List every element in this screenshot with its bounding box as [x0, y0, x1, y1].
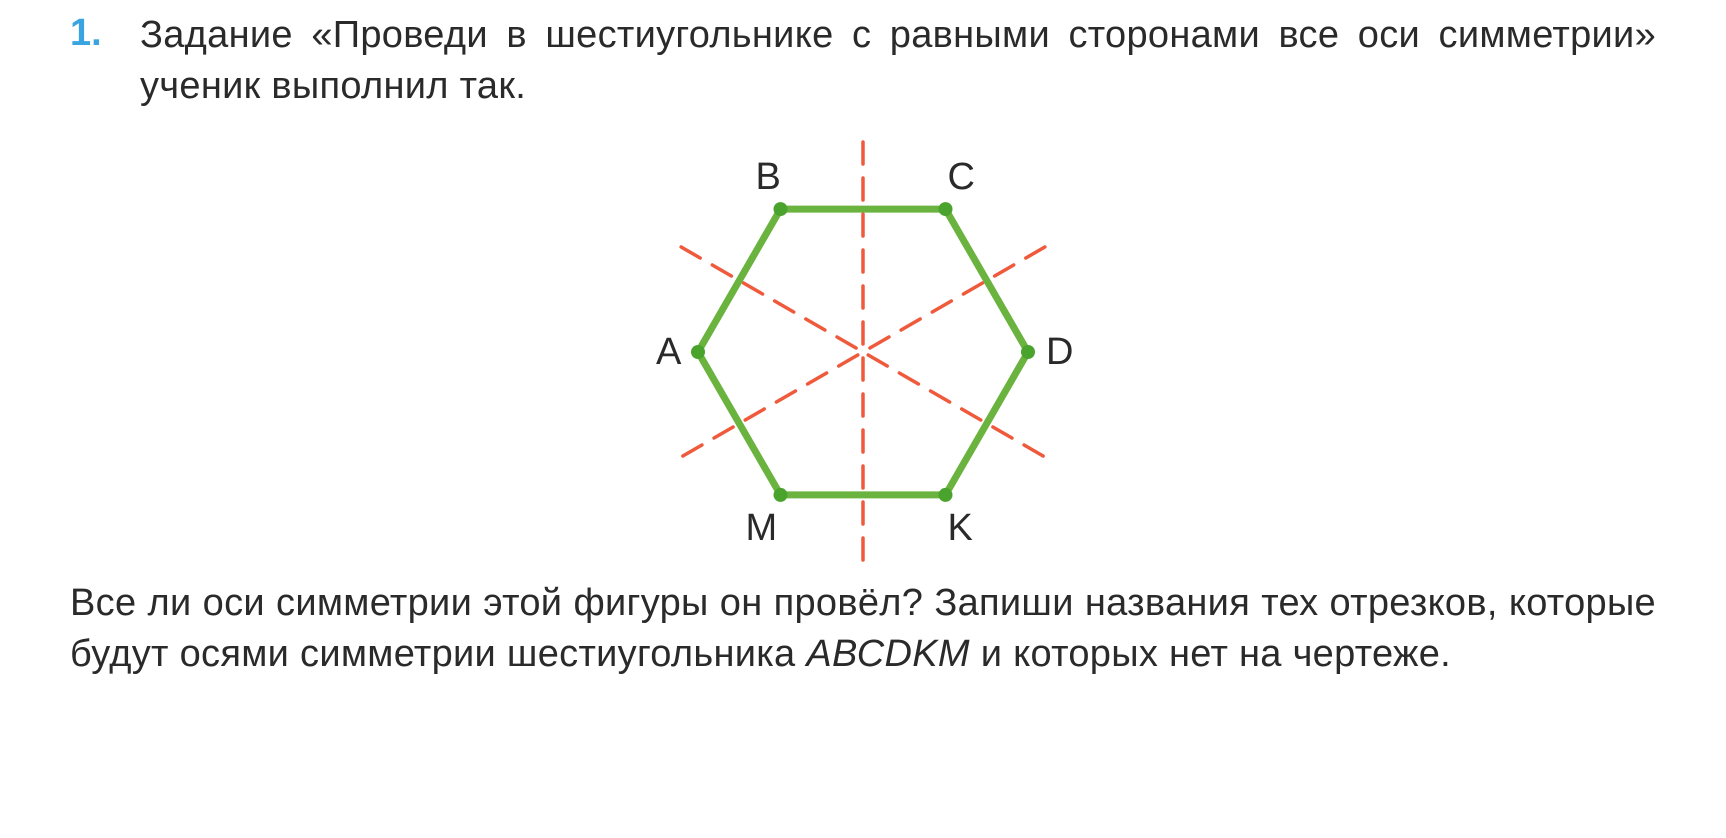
vertex-dot-B — [774, 202, 788, 216]
task-number: 1. — [70, 12, 102, 55]
figure-container: A B C D K M — [70, 128, 1656, 568]
vertex-label-A: A — [656, 331, 682, 373]
vertex-label-K: K — [948, 506, 973, 548]
page-root: 1. Задание «Проведи в шестиугольнике с р… — [0, 0, 1726, 838]
vertex-label-B: B — [756, 156, 781, 198]
hexagon-side — [946, 209, 1029, 352]
question-part-2: и которых нет на чертеже. — [970, 633, 1451, 675]
vertex-dot-A — [691, 345, 705, 359]
hexagon-side — [698, 352, 781, 495]
task-question: Все ли оси симметрии этой фигуры он пров… — [70, 578, 1656, 681]
vertex-label-M: M — [746, 506, 778, 548]
hexagon-name-italic: АВСDKM — [806, 633, 970, 675]
hexagon-figure: A B C D K M — [603, 128, 1123, 568]
vertex-dot-M — [774, 487, 788, 501]
task-intro: Задание «Проведи в шестиугольнике с равн… — [140, 10, 1656, 113]
hexagon-side — [698, 209, 781, 352]
hexagon-side — [946, 352, 1029, 495]
vertex-dot-D — [1021, 345, 1035, 359]
vertex-label-D: D — [1046, 331, 1073, 373]
vertex-dot-C — [939, 202, 953, 216]
vertex-dot-K — [939, 487, 953, 501]
vertex-label-C: C — [948, 156, 975, 198]
